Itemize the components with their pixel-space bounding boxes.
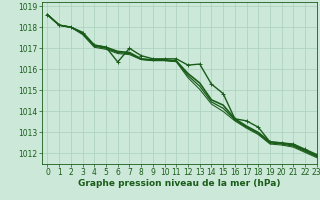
X-axis label: Graphe pression niveau de la mer (hPa): Graphe pression niveau de la mer (hPa) [78, 179, 280, 188]
